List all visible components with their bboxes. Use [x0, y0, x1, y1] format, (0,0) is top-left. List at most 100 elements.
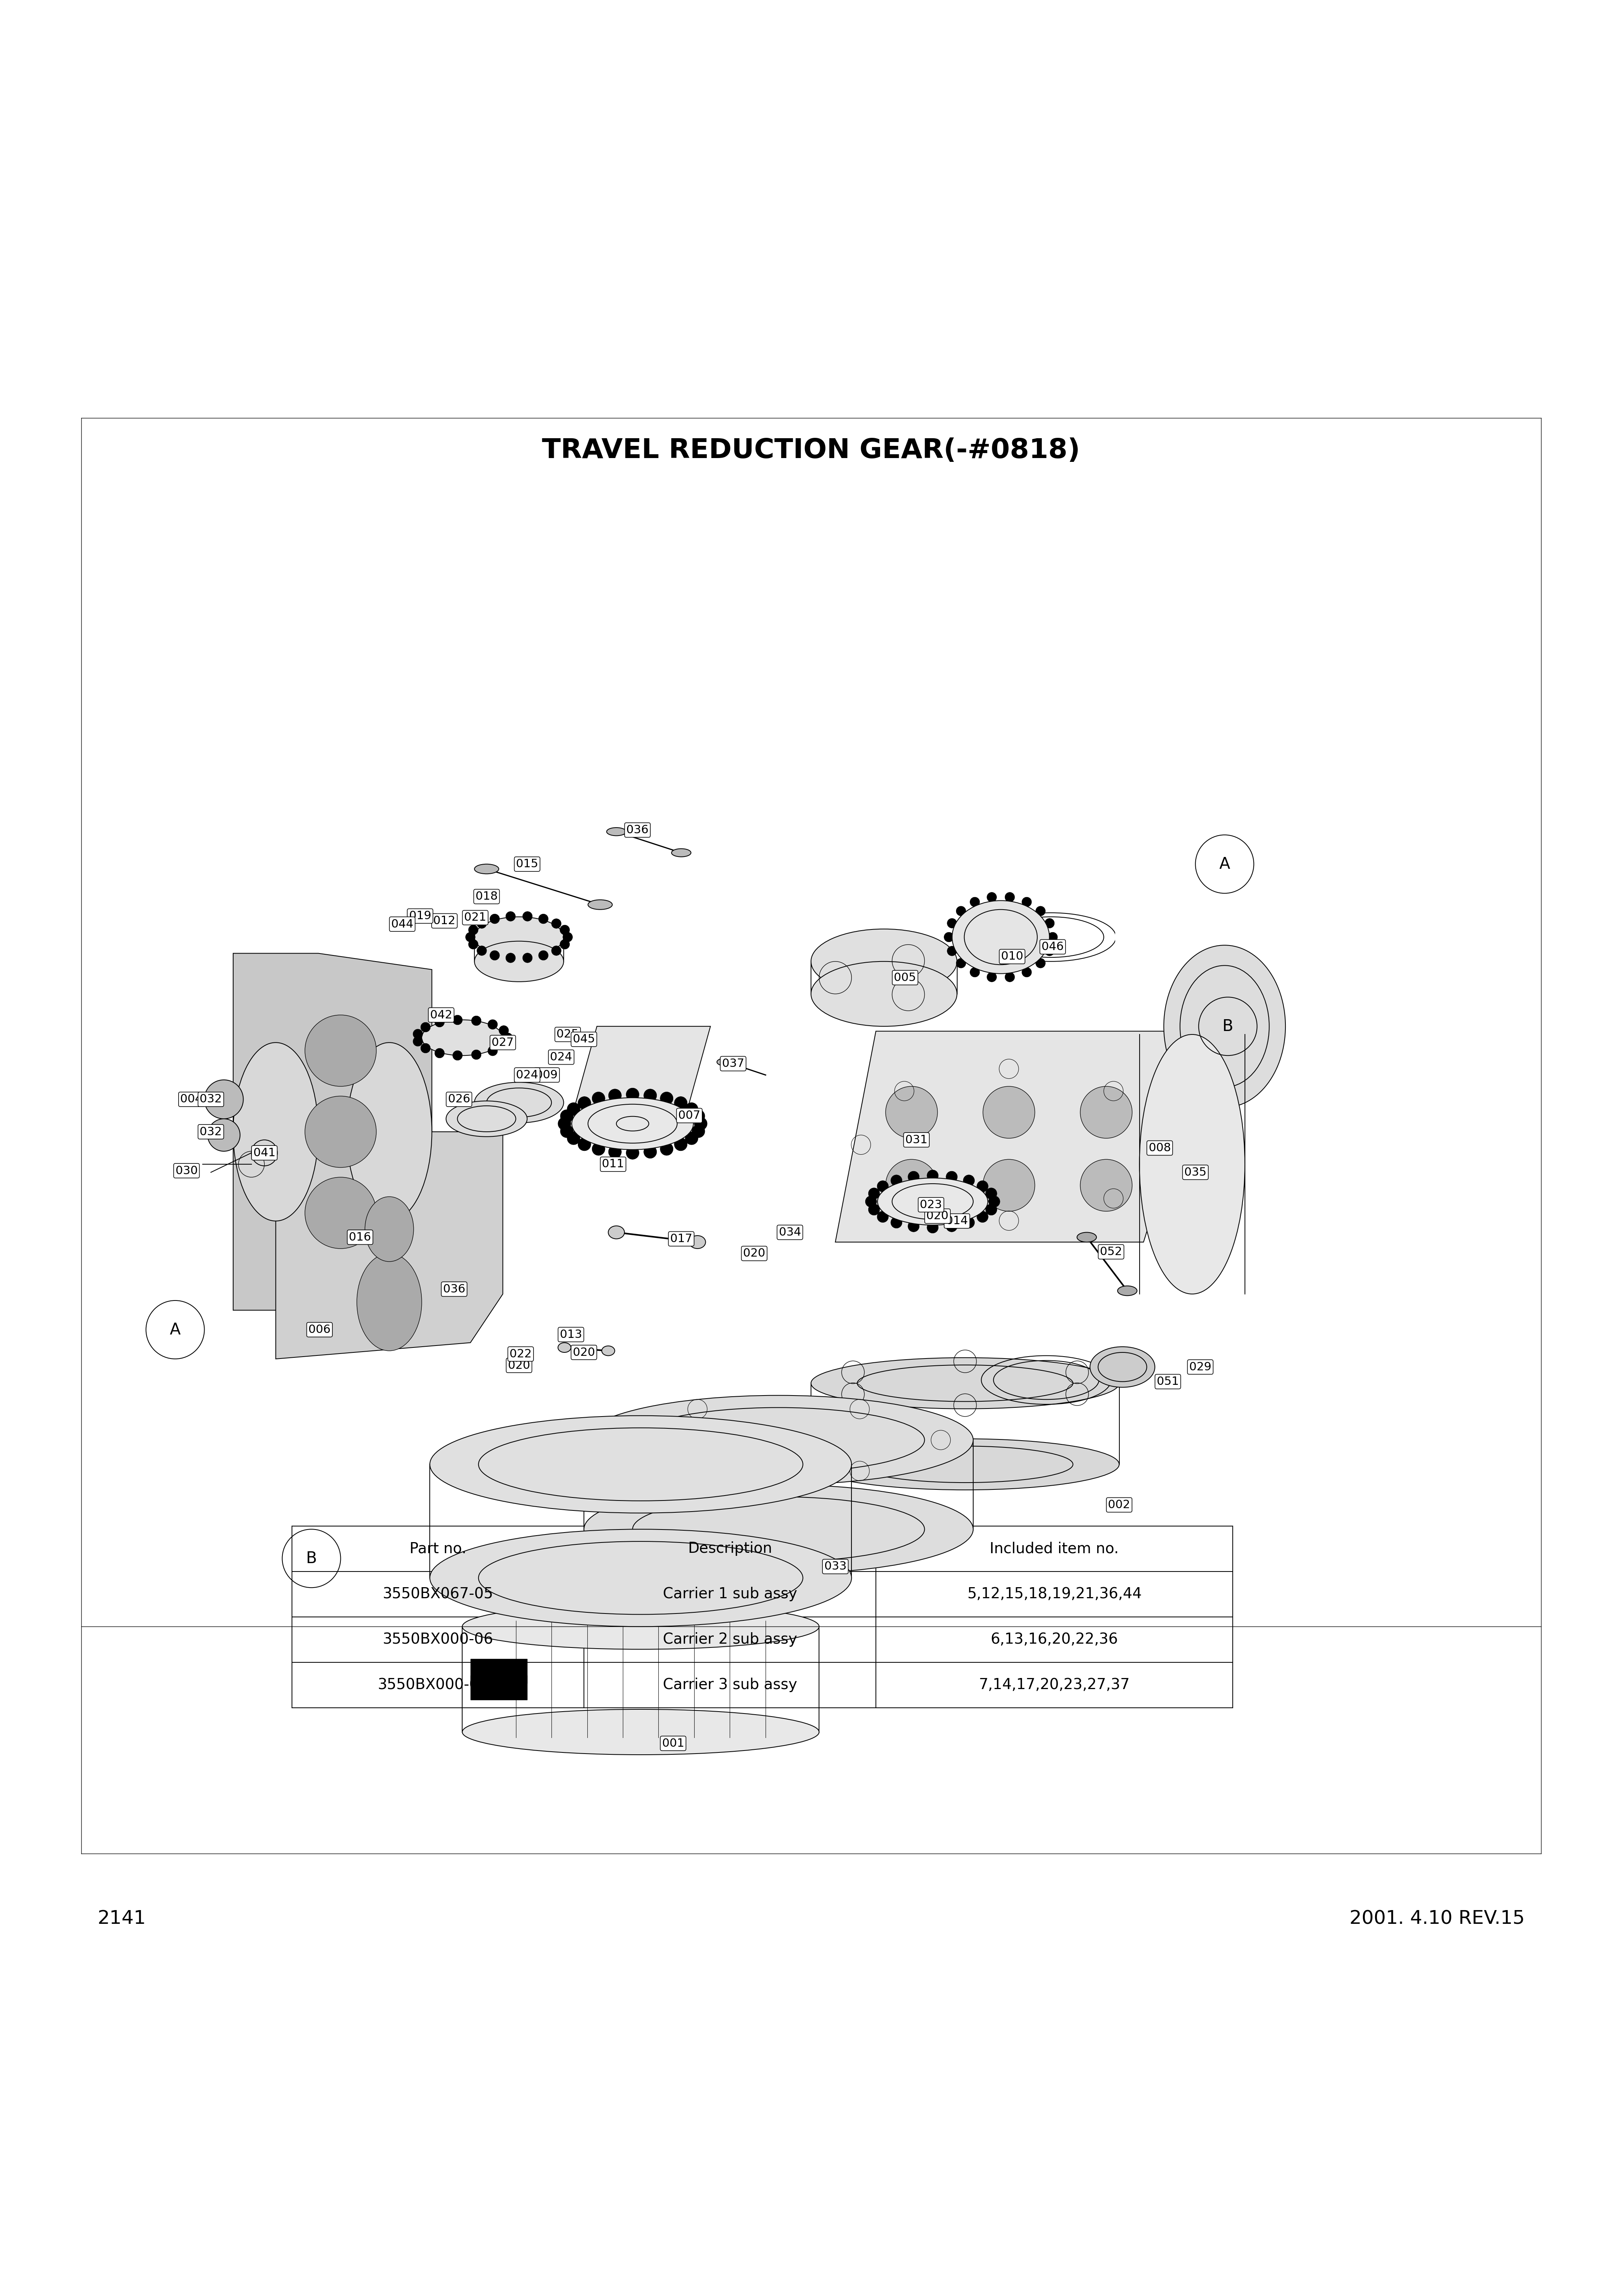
Text: 016: 016 — [349, 1231, 371, 1242]
Ellipse shape — [689, 1235, 706, 1249]
Text: TRAVEL REDUCTION GEAR(-#0818): TRAVEL REDUCTION GEAR(-#0818) — [542, 436, 1080, 464]
Text: 024: 024 — [550, 1052, 573, 1063]
Circle shape — [644, 1088, 657, 1102]
Circle shape — [420, 1022, 430, 1033]
Ellipse shape — [430, 1417, 852, 1513]
Circle shape — [878, 1180, 889, 1192]
Ellipse shape — [1077, 1233, 1096, 1242]
Polygon shape — [234, 953, 431, 1311]
Text: 001: 001 — [662, 1738, 684, 1750]
Text: Carrier 3 sub assy: Carrier 3 sub assy — [663, 1678, 796, 1692]
Circle shape — [986, 971, 996, 983]
Circle shape — [560, 1125, 573, 1139]
Ellipse shape — [558, 1343, 571, 1352]
Circle shape — [989, 1196, 999, 1208]
Circle shape — [305, 1178, 376, 1249]
Ellipse shape — [474, 1081, 564, 1123]
Text: 041: 041 — [253, 1148, 276, 1159]
Text: Included item no.: Included item no. — [989, 1541, 1119, 1557]
Ellipse shape — [811, 1440, 1119, 1490]
Text: 024: 024 — [516, 1070, 539, 1081]
Text: 036: 036 — [626, 824, 649, 836]
Circle shape — [577, 1097, 590, 1109]
Circle shape — [522, 953, 532, 962]
Circle shape — [693, 1125, 706, 1139]
Circle shape — [865, 1196, 876, 1208]
Circle shape — [1080, 1159, 1132, 1212]
Text: A: A — [1220, 856, 1229, 872]
Text: Description: Description — [688, 1541, 772, 1557]
Text: 3550BX000-07A: 3550BX000-07A — [378, 1678, 498, 1692]
Circle shape — [928, 1221, 938, 1233]
Text: 052: 052 — [1100, 1247, 1122, 1258]
Circle shape — [675, 1097, 688, 1109]
Ellipse shape — [952, 900, 1049, 974]
Circle shape — [693, 1109, 706, 1123]
Ellipse shape — [587, 900, 613, 909]
Text: 009: 009 — [535, 1070, 558, 1081]
Text: 6,13,16,20,22,36: 6,13,16,20,22,36 — [991, 1632, 1118, 1646]
Polygon shape — [835, 1031, 1184, 1242]
Circle shape — [684, 1132, 697, 1146]
Circle shape — [453, 1052, 462, 1061]
Polygon shape — [568, 1026, 710, 1132]
Ellipse shape — [365, 1196, 414, 1261]
Ellipse shape — [672, 850, 691, 856]
Circle shape — [644, 1146, 657, 1159]
Circle shape — [928, 1171, 938, 1180]
Text: 010: 010 — [1001, 951, 1023, 962]
Circle shape — [868, 1203, 879, 1215]
Circle shape — [472, 1015, 482, 1026]
Circle shape — [946, 1221, 957, 1233]
Ellipse shape — [1139, 1035, 1246, 1295]
Circle shape — [944, 932, 954, 941]
Circle shape — [986, 1187, 998, 1199]
Bar — [470, 1660, 527, 1683]
Circle shape — [500, 1040, 509, 1049]
Ellipse shape — [357, 1254, 422, 1350]
Circle shape — [1022, 967, 1032, 978]
Circle shape — [539, 951, 548, 960]
Circle shape — [435, 1049, 444, 1058]
Text: 023: 023 — [920, 1199, 942, 1210]
Circle shape — [608, 1088, 621, 1102]
Circle shape — [1048, 932, 1058, 941]
Text: 002: 002 — [1108, 1499, 1131, 1511]
Ellipse shape — [717, 1058, 736, 1065]
Circle shape — [477, 946, 487, 955]
Ellipse shape — [462, 1605, 819, 1649]
Ellipse shape — [607, 827, 626, 836]
Circle shape — [983, 1159, 1035, 1212]
Circle shape — [208, 1118, 240, 1150]
Circle shape — [1006, 893, 1015, 902]
Circle shape — [414, 1035, 423, 1047]
Text: 004: 004 — [180, 1093, 203, 1104]
Text: B: B — [307, 1550, 316, 1566]
Circle shape — [976, 1180, 988, 1192]
Circle shape — [551, 946, 561, 955]
Ellipse shape — [430, 1529, 852, 1626]
Circle shape — [469, 939, 478, 948]
Text: A: A — [170, 1322, 180, 1339]
Text: 026: 026 — [448, 1093, 470, 1104]
Circle shape — [506, 912, 516, 921]
Circle shape — [675, 1139, 688, 1150]
Circle shape — [490, 951, 500, 960]
Circle shape — [626, 1146, 639, 1159]
Ellipse shape — [474, 863, 500, 875]
Circle shape — [970, 967, 980, 978]
Circle shape — [947, 946, 957, 955]
Circle shape — [563, 932, 573, 941]
Text: 021: 021 — [464, 912, 487, 923]
Circle shape — [500, 1026, 509, 1035]
Circle shape — [488, 1019, 498, 1029]
Text: 019: 019 — [409, 912, 431, 921]
Circle shape — [947, 918, 957, 928]
Circle shape — [488, 1047, 498, 1056]
Circle shape — [1006, 971, 1015, 983]
Text: 027: 027 — [491, 1038, 514, 1047]
Text: 2001. 4.10 REV.15: 2001. 4.10 REV.15 — [1350, 1910, 1525, 1929]
Text: 036: 036 — [443, 1283, 466, 1295]
Circle shape — [608, 1146, 621, 1159]
Text: 037: 037 — [722, 1058, 744, 1070]
